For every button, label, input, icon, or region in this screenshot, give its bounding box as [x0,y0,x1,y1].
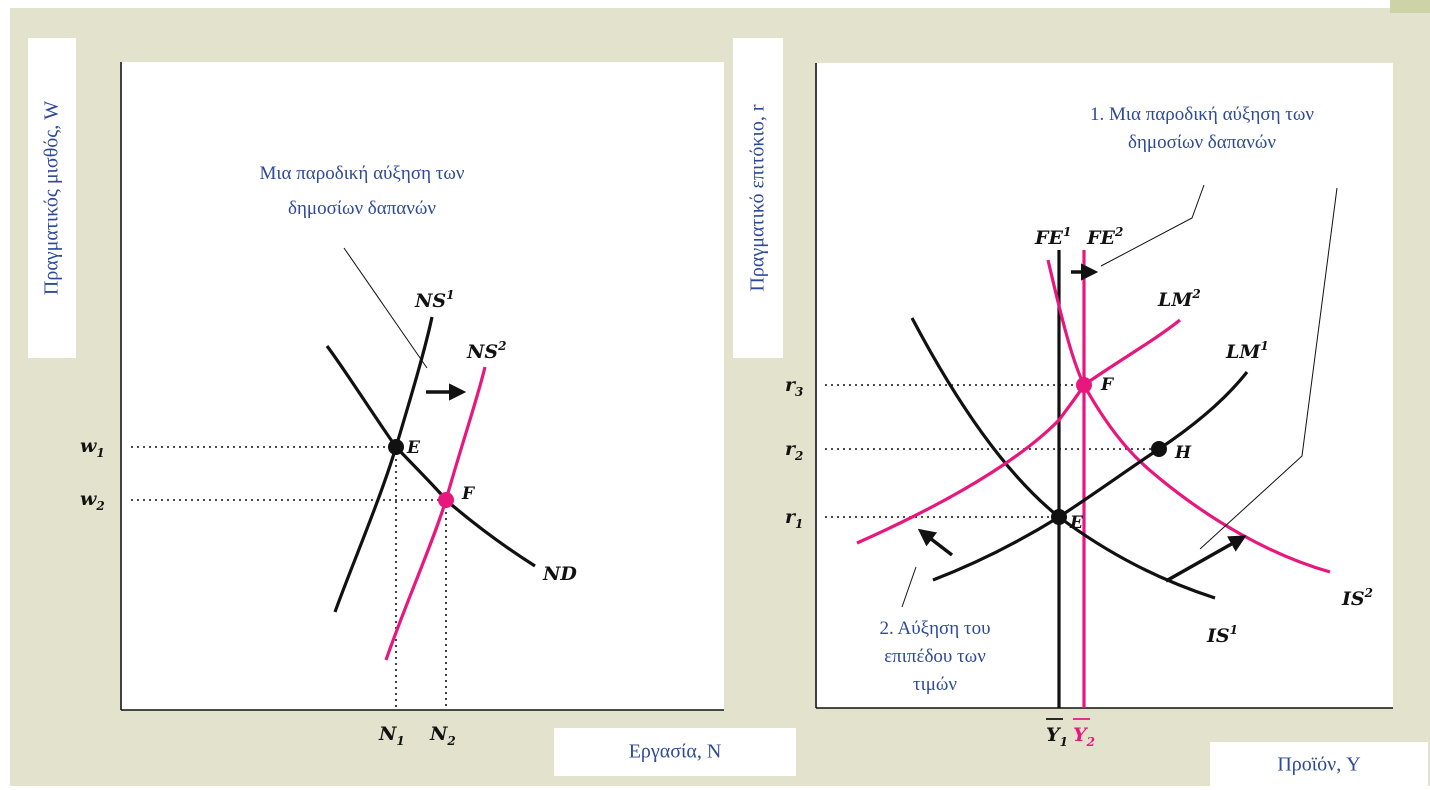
n1-tick-label: N1 [378,723,405,748]
corner-tab [1390,0,1430,13]
w1-tick-label: w1 [80,435,105,460]
fe1-label: FE1 [1034,225,1071,249]
left-point-f-label: F [461,484,476,504]
is2-label: IS2 [1341,586,1373,610]
r1-tick-label: r1 [785,506,803,531]
w2-tick-label: w2 [80,488,105,513]
left-y-axis-label-box: Πραγματικός μισθός, W [28,38,76,358]
right-x-axis-label: Προϊόν, Y [1277,753,1361,776]
left-annotation-leader [343,247,428,369]
n2-tick-label: N2 [429,723,456,748]
annotation1-leader [1100,184,1205,267]
nd-label: ND [542,563,577,585]
lm1-curve [932,371,1249,582]
is-shift-arrow [1165,535,1247,583]
right-annotation2-line3: τιμών [913,674,957,695]
y1-tick-label: Y1 [1046,724,1068,749]
y2-tick-label: Y2 [1073,724,1095,749]
left-annotation-line1: Μια παροδική αύξηση των [260,163,465,184]
ns1-curve [333,316,434,613]
fe2-label: FE2 [1086,225,1123,249]
ns2-curve [384,366,487,661]
r2-tick-label: r2 [785,438,803,463]
lm2-label: LM2 [1157,287,1201,311]
is1-curve [910,317,1216,600]
right-annotation2-line2: επιπέδου των [884,646,986,667]
right-point-h-label: H [1174,443,1192,463]
left-point-e [388,439,404,455]
left-x-axis-label: Εργασία, N [628,740,722,763]
left-plot-area [120,62,724,710]
left-annotation-line2: δημοσίων δαπανών [288,198,436,219]
left-axes [120,62,724,711]
is-annotation-leader [1199,187,1338,550]
right-point-h [1151,441,1167,457]
right-point-e [1051,509,1067,525]
right-x-axis-label-box: Προϊόν, Y [1210,742,1428,788]
ns1-label: NS1 [414,288,454,312]
r3-tick-label: r3 [785,374,803,399]
left-x-axis-label-box: Εργασία, N [554,728,796,776]
ns2-label: NS2 [466,339,506,363]
right-point-f [1076,377,1092,393]
right-point-f-label: F [1100,375,1115,395]
right-plot-area [815,63,1393,708]
left-point-f [438,492,454,508]
nd-curve [325,345,536,568]
annotation2-leader [901,566,917,608]
lm-shift-arrow [917,528,954,557]
right-annotation1-line1: 1. Μια παροδική αύξηση των [1090,104,1314,125]
right-y-axis-label-box: Πραγματικό επιτόκιο, r [733,38,783,358]
lm2-curve [856,318,1181,545]
right-annotation2-line1: 2. Αύξηση του [880,618,991,639]
left-point-e-label: E [406,438,421,458]
right-axes [815,63,1393,709]
right-point-e-label: E [1069,513,1084,533]
lm1-label: LM1 [1225,339,1269,363]
is1-label: IS1 [1206,623,1238,647]
right-annotation1-line2: δημοσίων δαπανών [1128,132,1276,153]
